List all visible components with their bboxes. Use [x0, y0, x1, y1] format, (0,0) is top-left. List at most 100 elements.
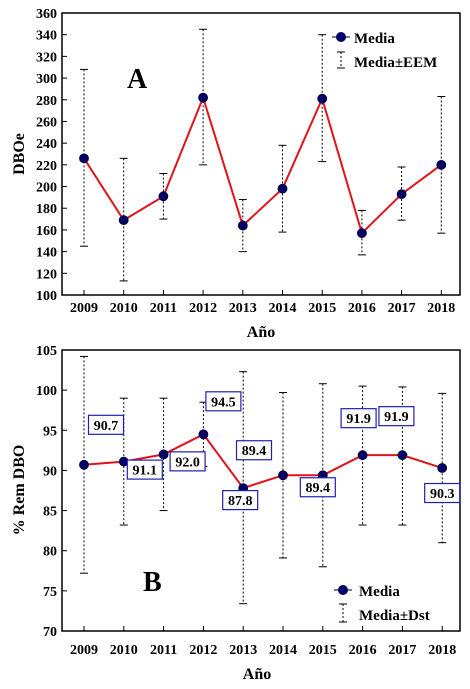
- x-tick-label: 2018: [427, 301, 455, 316]
- x-tick-label: 2016: [349, 643, 377, 658]
- data-label-text: 87.8: [228, 494, 253, 509]
- panel-b-frame: [61, 349, 461, 632]
- y-tick-label: 75: [43, 585, 57, 600]
- y-tick-label: 140: [36, 246, 57, 261]
- data-label-text: 89.4: [242, 444, 267, 459]
- x-tick-label: 2011: [150, 301, 177, 316]
- data-label-box: [299, 477, 336, 498]
- y-tick-label: 280: [36, 94, 57, 109]
- y-tick-label: 95: [43, 424, 57, 439]
- y-tick-label: 220: [36, 159, 57, 174]
- data-label: 91.9: [378, 406, 415, 427]
- y-tick-label: 200: [36, 181, 57, 196]
- panel-a-points: [79, 92, 447, 239]
- y-tick-label: 100: [36, 384, 57, 399]
- data-label-text: 90.7: [94, 419, 119, 434]
- data-point: [158, 191, 169, 202]
- legend-media-marker: [338, 585, 348, 595]
- data-label-box: [340, 408, 377, 429]
- data-point: [198, 429, 209, 440]
- data-point: [158, 449, 169, 460]
- y-tick-label: 160: [36, 224, 57, 239]
- data-point: [436, 159, 447, 170]
- x-tick-label: 2013: [229, 301, 257, 316]
- x-tick-label: 2009: [70, 301, 98, 316]
- x-tick-label: 2016: [348, 301, 376, 316]
- panel-a-legend: Media Media±EEM: [332, 31, 437, 71]
- panel-b-points: [79, 429, 448, 493]
- data-point: [397, 450, 408, 461]
- data-label-box: [235, 440, 273, 461]
- data-label-box: [378, 406, 415, 427]
- data-label-box: [222, 489, 259, 511]
- data-label-box: [87, 414, 125, 435]
- x-tick-label: 2015: [308, 301, 336, 316]
- data-point: [317, 93, 328, 104]
- data-label: 90.7: [87, 414, 125, 435]
- panel-a-frame: [61, 12, 461, 296]
- panel-b-legend: Media Media±Dst: [334, 584, 430, 624]
- panel-b-legend-media: Media: [359, 584, 400, 600]
- panel-b-ylabel: % Rem DBO: [11, 445, 28, 536]
- data-label-text: 90.3: [430, 487, 455, 502]
- data-label: 91.9: [340, 408, 377, 429]
- panel-b-x-axis: 2009 2010 2011 2012 2013 2014 2015 2016 2017 2018: [70, 626, 456, 658]
- y-tick-label: 360: [36, 7, 57, 22]
- x-tick-label: 2014: [269, 301, 297, 316]
- y-tick-label: 180: [36, 202, 57, 217]
- y-tick-label: 80: [43, 545, 57, 560]
- panel-a-letter: A: [127, 64, 148, 95]
- x-tick-label: 2011: [150, 643, 177, 658]
- data-point: [277, 183, 288, 194]
- x-tick-label: 2018: [428, 643, 456, 658]
- y-tick-label: 340: [36, 29, 57, 44]
- panel-a: A DBOe Año 100 120 140 160 180 200 220 240 260 28…: [11, 7, 461, 341]
- data-label-text: 92.0: [175, 455, 200, 470]
- y-tick-label: 100: [36, 289, 57, 304]
- data-label-box: [126, 459, 163, 480]
- data-label-text: 91.1: [133, 464, 158, 479]
- data-point: [79, 459, 89, 470]
- data-label: 89.4: [299, 477, 336, 498]
- x-tick-label: 2010: [110, 643, 138, 658]
- panel-a-x-axis: 2009 2010 2011 2012 2013 2014 2015 2016 2017 2018: [70, 290, 455, 316]
- panel-b-data-labels: 90.7 91.1 92.0 94.5 87.8 89.4 89.4 91.9 91.9 90.3: [87, 391, 461, 511]
- panel-b-letter: B: [143, 567, 162, 598]
- x-tick-label: 2012: [189, 301, 217, 316]
- data-label: 89.4: [235, 440, 273, 461]
- data-label-box: [169, 451, 206, 472]
- data-label-text: 91.9: [346, 412, 371, 427]
- y-tick-label: 85: [43, 505, 57, 520]
- panel-b-error-bars: [80, 355, 447, 605]
- y-tick-label: 300: [36, 72, 57, 87]
- data-label-box: [424, 482, 461, 504]
- panel-b-xlabel: Año: [243, 666, 271, 683]
- legend-media-marker: [336, 32, 346, 42]
- data-label-text: 94.5: [211, 395, 236, 410]
- x-tick-label: 2012: [189, 643, 217, 658]
- y-tick-label: 105: [36, 344, 57, 359]
- x-tick-label: 2017: [388, 643, 416, 658]
- data-point: [396, 189, 407, 200]
- x-tick-label: 2017: [388, 301, 416, 316]
- data-point: [437, 463, 448, 473]
- data-label-box: [205, 391, 242, 412]
- x-tick-label: 2010: [110, 301, 138, 316]
- data-point: [356, 228, 367, 239]
- data-label: 90.3: [424, 482, 461, 504]
- panel-a-ylabel: DBOe: [11, 133, 28, 175]
- panel-a-series-line: [83, 94, 442, 236]
- data-label: 94.5: [205, 391, 242, 412]
- panel-a-y-axis: 100 120 140 160 180 200 220 240 260 280 300 320 340 3…: [36, 7, 67, 304]
- y-tick-label: 70: [43, 625, 57, 640]
- panel-b-y-axis: 70 75 80 85 90 95 100 105: [36, 344, 67, 640]
- y-tick-label: 240: [36, 137, 57, 152]
- data-point: [357, 450, 368, 461]
- y-tick-label: 260: [36, 115, 57, 130]
- data-point: [237, 220, 248, 231]
- panel-a-legend-errorbar: Media±EEM: [354, 55, 437, 71]
- panel-a-legend-media: Media: [354, 31, 395, 47]
- y-tick-label: 90: [43, 464, 57, 479]
